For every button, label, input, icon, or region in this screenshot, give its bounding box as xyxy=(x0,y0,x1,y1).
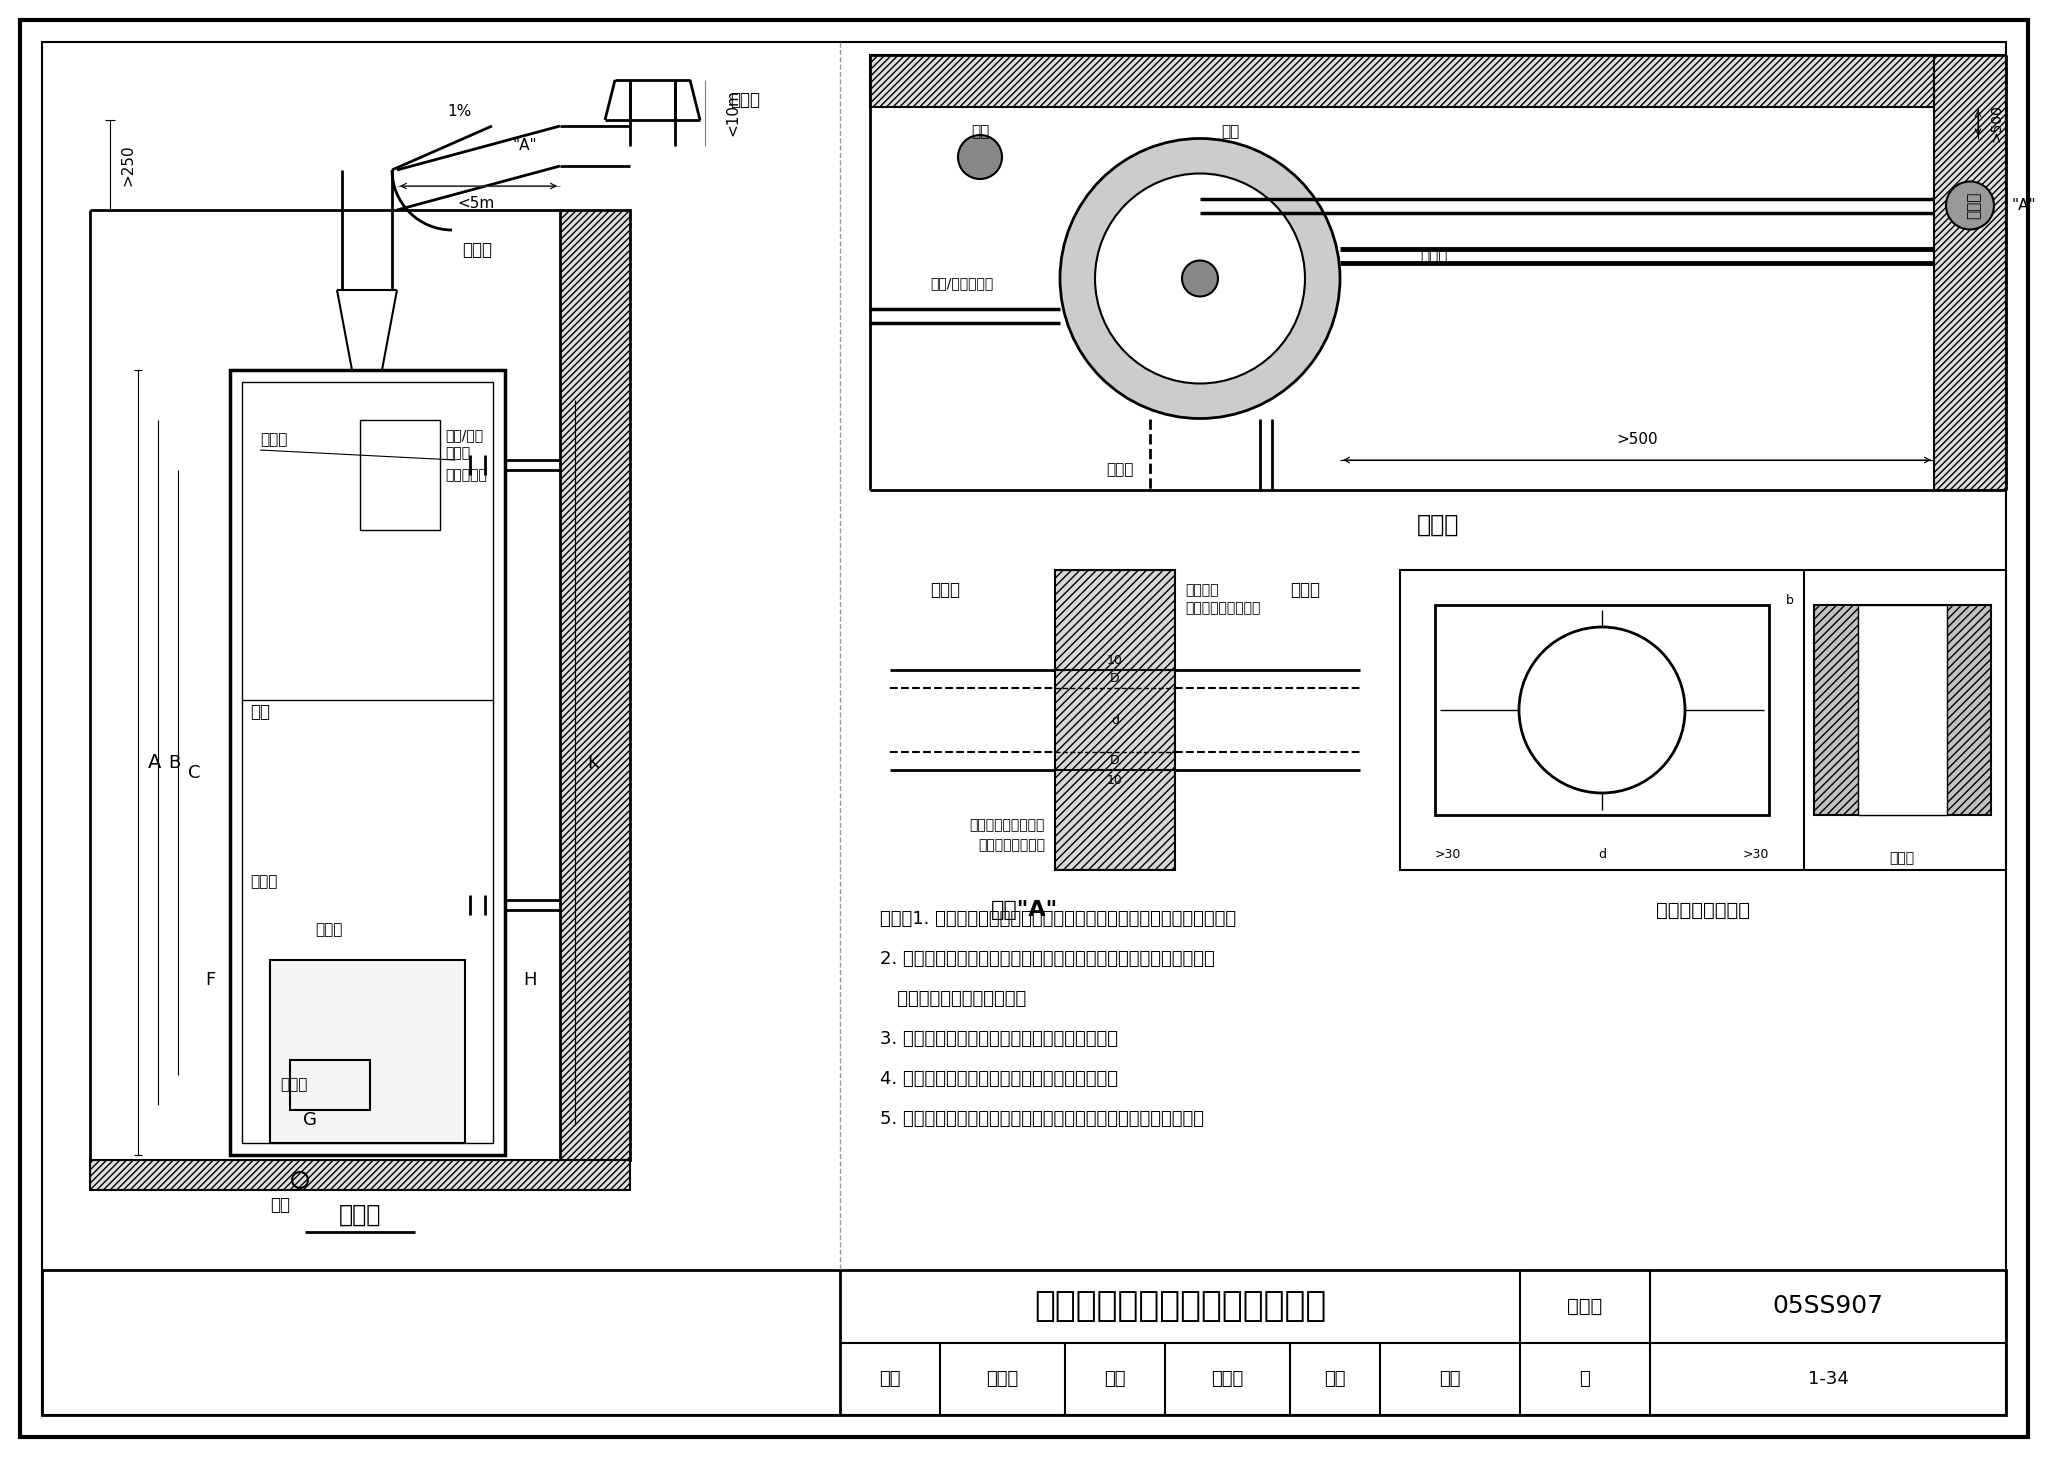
Bar xyxy=(1933,55,2005,490)
Text: 05SS907: 05SS907 xyxy=(1772,1294,1884,1319)
Text: 防风帽: 防风帽 xyxy=(729,90,760,109)
Text: 1%: 1% xyxy=(446,103,471,118)
Text: 安全阀: 安全阀 xyxy=(444,446,471,460)
Text: "A": "A" xyxy=(512,138,537,153)
Bar xyxy=(270,960,465,1142)
Bar xyxy=(1436,605,1769,814)
Bar xyxy=(229,370,506,1155)
Text: 热水管: 热水管 xyxy=(1419,248,1448,264)
Text: <10m: <10m xyxy=(725,89,741,137)
Text: 温度/压力: 温度/压力 xyxy=(444,428,483,441)
Text: 烟道式燃气容积热水器安装详图: 烟道式燃气容积热水器安装详图 xyxy=(1034,1289,1327,1323)
Text: 设计: 设计 xyxy=(1325,1370,1346,1387)
Text: 校对: 校对 xyxy=(1104,1370,1126,1387)
Text: 地漏: 地漏 xyxy=(270,1196,291,1214)
Bar xyxy=(870,55,1933,106)
Text: b: b xyxy=(1786,593,1794,606)
Text: D: D xyxy=(1110,755,1120,768)
Bar xyxy=(1858,605,1948,814)
Text: 间墙厚: 间墙厚 xyxy=(1890,851,1915,865)
Bar xyxy=(90,1160,631,1190)
Text: 10: 10 xyxy=(1108,654,1122,666)
Circle shape xyxy=(1946,182,1995,230)
Bar xyxy=(43,1271,2005,1415)
Text: 5. 排气筒、弯头、风帽及安全阀、排污阀由安装及生产企业提供。: 5. 排气筒、弯头、风帽及安全阀、排污阀由安装及生产企业提供。 xyxy=(881,1110,1204,1128)
Text: 排气筒: 排气筒 xyxy=(930,581,961,599)
Text: 说明：1. 冷热水管道可采用明装或暗装布置，具体方式由设计人员选定。: 说明：1. 冷热水管道可采用明装或暗装布置，具体方式由设计人员选定。 xyxy=(881,911,1237,928)
Text: 冷水管: 冷水管 xyxy=(250,874,276,890)
Text: 安全阀排水: 安全阀排水 xyxy=(444,468,487,482)
Text: 赵鑫: 赵鑫 xyxy=(1440,1370,1460,1387)
Text: 林建平: 林建平 xyxy=(987,1370,1018,1387)
Text: 审核: 审核 xyxy=(879,1370,901,1387)
Text: A: A xyxy=(147,753,162,772)
Circle shape xyxy=(1520,627,1686,793)
Text: >500: >500 xyxy=(1616,433,1657,447)
Text: 砂浆等不燃材料填充: 砂浆等不燃材料填充 xyxy=(969,817,1044,832)
Text: D: D xyxy=(1110,673,1120,685)
Text: 立面图: 立面图 xyxy=(338,1203,381,1227)
Text: G: G xyxy=(303,1112,317,1129)
Circle shape xyxy=(1182,261,1219,297)
Text: 预制带洞混凝土块: 预制带洞混凝土块 xyxy=(1657,900,1749,919)
Bar xyxy=(242,382,494,1142)
Text: >30: >30 xyxy=(1743,848,1769,861)
Text: 何少平: 何少平 xyxy=(1210,1370,1243,1387)
Text: 排气筒: 排气筒 xyxy=(463,240,492,259)
Text: 间隙密封处宜作防水处理。: 间隙密封处宜作防水处理。 xyxy=(881,989,1026,1008)
Bar xyxy=(291,1061,371,1110)
Bar xyxy=(1055,570,1176,870)
Text: >250: >250 xyxy=(121,144,135,186)
Text: 本体: 本体 xyxy=(1221,124,1239,140)
Text: 地漏: 地漏 xyxy=(971,124,989,140)
Text: 预埋钢管: 预埋钢管 xyxy=(1186,583,1219,597)
Bar xyxy=(1815,605,1991,814)
Text: d: d xyxy=(1597,848,1606,861)
Text: 热水管: 热水管 xyxy=(260,433,287,447)
Text: 3. 近处设地漏，排水管管口应朝下，直通大气。: 3. 近处设地漏，排水管管口应朝下，直通大气。 xyxy=(881,1030,1118,1048)
Bar xyxy=(1401,570,2005,870)
Circle shape xyxy=(958,136,1001,179)
Text: "A": "A" xyxy=(2011,198,2036,213)
Text: 砂浆等不燃材料填充: 砂浆等不燃材料填充 xyxy=(1186,600,1260,615)
Text: >500: >500 xyxy=(1989,103,2003,141)
Text: F: F xyxy=(205,970,215,989)
Text: 排污阀: 排污阀 xyxy=(281,1078,307,1093)
Text: 预制带洞混凝土块: 预制带洞混凝土块 xyxy=(979,838,1044,852)
Text: <5m: <5m xyxy=(457,197,496,211)
Text: 10: 10 xyxy=(1108,774,1122,787)
Text: 排气筒: 排气筒 xyxy=(1290,581,1321,599)
Circle shape xyxy=(1096,173,1305,383)
Text: H: H xyxy=(522,970,537,989)
Text: C: C xyxy=(188,763,201,781)
Circle shape xyxy=(1061,138,1339,418)
Text: d: d xyxy=(1110,714,1118,727)
Text: 页: 页 xyxy=(1579,1370,1591,1387)
Text: >30: >30 xyxy=(1436,848,1462,861)
Bar xyxy=(559,210,631,1160)
Bar xyxy=(360,420,440,530)
Text: 温度/压力安全阀: 温度/压力安全阀 xyxy=(930,277,993,290)
Text: 平面图: 平面图 xyxy=(1417,513,1458,538)
Text: 图集号: 图集号 xyxy=(1567,1297,1604,1316)
Text: 排气筒: 排气筒 xyxy=(1966,192,1982,219)
Text: 本体: 本体 xyxy=(250,702,270,721)
Text: 燃气管: 燃气管 xyxy=(1106,462,1135,478)
Text: 节点"A": 节点"A" xyxy=(991,900,1059,919)
Text: B: B xyxy=(168,753,180,772)
Text: 4. 热水器各相关接口位置和尺寸见安装尺寸表。: 4. 热水器各相关接口位置和尺寸见安装尺寸表。 xyxy=(881,1069,1118,1088)
Text: 1-34: 1-34 xyxy=(1808,1370,1849,1387)
Text: 2. 排气筒穿墙部分可采用设预制带洞混凝土块或预埋钢管留洞方式，: 2. 排气筒穿墙部分可采用设预制带洞混凝土块或预埋钢管留洞方式， xyxy=(881,950,1214,967)
Text: K: K xyxy=(588,753,598,772)
Text: 燃气管: 燃气管 xyxy=(315,922,342,937)
